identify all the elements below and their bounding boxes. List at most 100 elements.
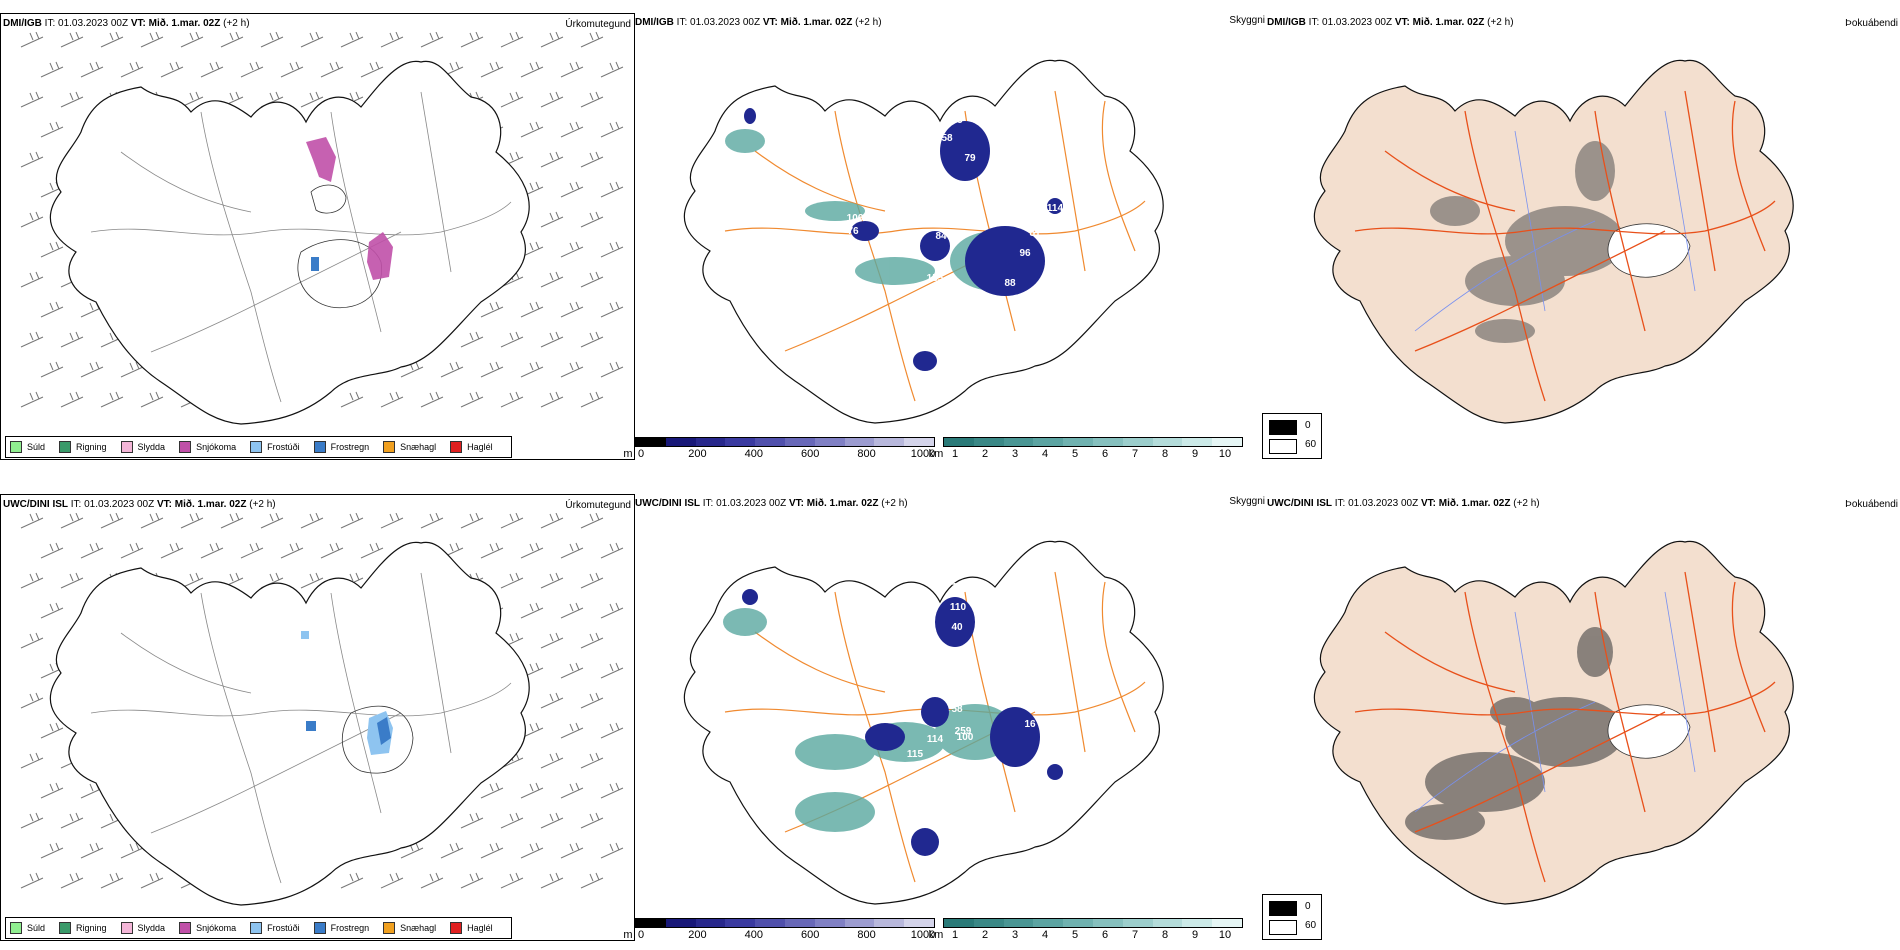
wind-barb xyxy=(40,121,64,138)
wind-barb xyxy=(240,61,264,78)
wind-barb xyxy=(40,361,64,378)
scale-tick: 8 xyxy=(1161,929,1169,941)
freezing-rain-area xyxy=(306,721,316,731)
wind-barb xyxy=(220,32,244,48)
visibility-panel-row2: UWC/DINI ISL IT: 01.03.2023 00Z VT: Mið.… xyxy=(623,494,1265,941)
panel-title-precip: Úrkomutegund xyxy=(565,500,631,511)
fog-legend-swatch-60 xyxy=(1269,439,1297,454)
wind-barb xyxy=(20,391,44,408)
wind-barb xyxy=(460,872,484,889)
scale-bin xyxy=(1092,438,1123,446)
wind-barb xyxy=(580,331,604,348)
visibility-value: 40 xyxy=(959,83,971,94)
init-time: 01.03.2023 00Z xyxy=(84,499,155,510)
visibility-value: 89 xyxy=(929,336,941,347)
road-network xyxy=(90,572,512,884)
visibility-value: 40 xyxy=(951,622,963,633)
scale-tick: 10 xyxy=(1218,448,1232,460)
wind-barb xyxy=(280,61,304,78)
legend-swatch xyxy=(313,922,326,934)
wind-barb xyxy=(560,782,584,799)
wind-barb xyxy=(380,513,404,529)
wind-barb xyxy=(580,752,604,769)
fog-legend-label-60: 60 xyxy=(1305,439,1317,450)
scale-tick: 200 xyxy=(688,929,707,941)
wind-barb xyxy=(100,513,124,529)
wind-barb xyxy=(20,211,44,228)
wind-barb xyxy=(60,812,84,829)
wind-barb xyxy=(20,91,44,108)
fog-legend: 0 60 xyxy=(1262,894,1322,940)
legend-label: Haglél xyxy=(467,923,493,933)
legend-label: Snæhagl xyxy=(400,442,437,452)
lead-offset: (+2 h) xyxy=(881,498,908,509)
wind-barb xyxy=(80,542,104,559)
wind-barb xyxy=(80,61,104,78)
wind-barb xyxy=(540,872,564,889)
fog-panel-row1: DMI/IGB IT: 01.03.2023 00Z VT: Mið. 1.ma… xyxy=(1262,13,1900,460)
fog-map xyxy=(1313,540,1794,905)
visibility-value: 136 xyxy=(949,316,966,327)
rivers xyxy=(1414,591,1696,813)
wind-barb xyxy=(540,513,564,529)
visibility-value: 88 xyxy=(1004,278,1016,289)
legend-label: Rigning xyxy=(76,442,107,452)
legend-item: Snæhagl xyxy=(383,441,436,453)
snow-area xyxy=(306,137,336,182)
wind-barb xyxy=(40,722,64,739)
wind-barb xyxy=(120,361,144,378)
legend-item: Frostregn xyxy=(313,922,369,934)
valid-time: Mið. 1.mar. 02Z xyxy=(148,18,221,29)
wind-barb xyxy=(600,241,624,258)
scale-tick: 200 xyxy=(688,448,707,460)
scale-bin xyxy=(725,438,756,446)
visibility-value: 16 xyxy=(1024,719,1036,730)
scale-bin xyxy=(1212,919,1242,927)
wind-barb xyxy=(580,572,604,589)
scale-tick: 10 xyxy=(1218,929,1232,941)
legend-swatch xyxy=(179,441,192,453)
scale-bin xyxy=(844,919,875,927)
wind-barb xyxy=(600,361,624,378)
fog-legend-label-0: 0 xyxy=(1305,901,1311,912)
precip-legend: Súld Rigning Slydda Snjókoma Frostúði Frostre… xyxy=(5,917,512,939)
scale-tick: 400 xyxy=(744,448,763,460)
panel-title-fog: Þokuábendi xyxy=(1845,18,1898,29)
wind-barb xyxy=(560,542,584,559)
legend-item: Frostúði xyxy=(250,441,300,453)
scale-bin xyxy=(874,919,905,927)
scale-bin xyxy=(665,919,696,927)
scale-tick: 3 xyxy=(1011,448,1019,460)
snow-area xyxy=(367,232,393,280)
wind-barb xyxy=(260,32,284,48)
wind-barb xyxy=(500,91,524,108)
scale-unit: km xyxy=(928,448,944,460)
scale-tick: 800 xyxy=(857,448,876,460)
wind-barb xyxy=(600,542,624,559)
visibility-value: 84 xyxy=(935,231,947,242)
wind-barb xyxy=(240,542,264,559)
wind-barb xyxy=(380,391,404,408)
rivers xyxy=(1414,110,1696,332)
visibility-value: 58 xyxy=(951,704,963,715)
wind-barb xyxy=(540,632,564,649)
scale-bin xyxy=(1063,919,1093,927)
wind-barb xyxy=(300,91,324,108)
wind-barb xyxy=(300,572,324,589)
scale-unit: m xyxy=(623,929,633,941)
scale-tick: 400 xyxy=(744,929,763,941)
wind-barb xyxy=(520,61,544,78)
legend-label: Haglél xyxy=(467,442,493,452)
wind-barb xyxy=(440,361,464,378)
scale-tick: 9 xyxy=(1191,929,1199,941)
panel-title-fog: Þokuábendi xyxy=(1845,499,1898,510)
legend-label: Snjókoma xyxy=(196,442,237,452)
scale-bin xyxy=(1033,919,1064,927)
scale-tick: 2 xyxy=(981,929,989,941)
wind-barb xyxy=(540,572,564,589)
scale-bin xyxy=(1152,919,1183,927)
freezing-drizzle-area xyxy=(301,631,309,639)
legend-item: Rigning xyxy=(59,922,107,934)
legend-label: Frostúði xyxy=(267,442,300,452)
legend-swatch xyxy=(10,922,22,934)
